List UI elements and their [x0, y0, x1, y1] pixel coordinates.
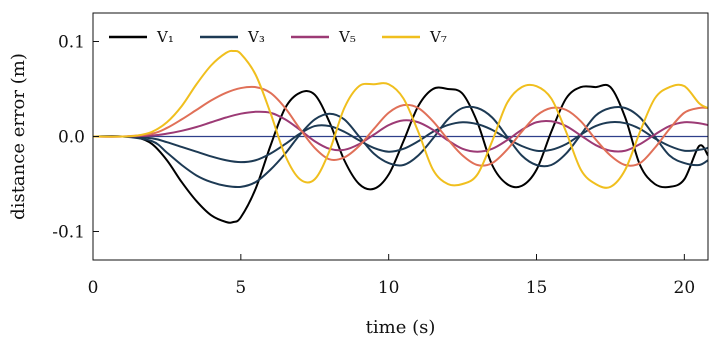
series-line-1: [93, 83, 708, 224]
x-axis-title: time (s): [366, 317, 436, 338]
x-tick-label: 5: [235, 278, 246, 298]
x-axis: 0 5 10 15 20: [88, 254, 696, 298]
x-tick-label: 10: [378, 278, 400, 298]
y-tick-label: 0.0: [58, 128, 85, 148]
series-line-5: [93, 85, 708, 167]
y-tick-label: 0.1: [58, 33, 85, 53]
series-line-4: [93, 110, 708, 153]
series-line-3: [93, 121, 708, 164]
legend-label: V₁: [156, 28, 174, 46]
x-tick-label: 15: [526, 278, 548, 298]
series-group: [93, 49, 708, 224]
series-line-2: [93, 105, 708, 189]
series-line-6: [93, 49, 708, 189]
legend-label: V₅: [338, 28, 356, 46]
y-tick-label: -0.1: [52, 223, 85, 243]
y-axis-title: distance error (m): [8, 53, 29, 220]
x-tick-label: 0: [88, 278, 99, 298]
legend-label: V₃: [247, 28, 265, 46]
x-tick-label: 20: [674, 278, 696, 298]
legend-label: V₇: [429, 28, 447, 46]
legend: V₁ V₃ V₅ V₇: [109, 28, 447, 46]
y-axis: -0.1 0.0 0.1: [52, 33, 99, 243]
